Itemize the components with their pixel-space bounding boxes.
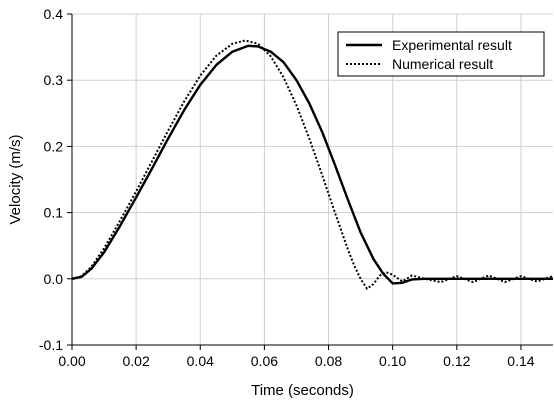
legend-label: Numerical result — [392, 56, 493, 72]
y-tick-label: -0.1 — [39, 337, 63, 353]
x-axis-title: Time (seconds) — [251, 382, 354, 399]
x-tick-label: 0.14 — [507, 353, 534, 369]
y-tick-label: 0.1 — [44, 205, 64, 221]
legend: Experimental result Numerical result — [338, 32, 544, 76]
numerical-result-line — [72, 40, 553, 288]
experimental-result-line — [72, 46, 553, 284]
y-tick-label: 0.0 — [44, 271, 64, 287]
y-tick-label: 0.2 — [44, 138, 64, 154]
x-tick-label: 0.10 — [379, 353, 406, 369]
legend-label: Experimental result — [392, 37, 512, 53]
x-tick-label: 0.12 — [443, 353, 470, 369]
x-tick-label: 0.02 — [123, 353, 150, 369]
y-tick-label: 0.3 — [44, 72, 64, 88]
x-tick-label: 0.06 — [251, 353, 278, 369]
series-lines — [72, 40, 553, 288]
y-tick-label: 0.4 — [44, 6, 64, 22]
x-tick-label: 0.04 — [187, 353, 214, 369]
y-axis-title: Velocity (m/s) — [7, 134, 24, 224]
x-tick-label: 0.08 — [315, 353, 342, 369]
x-tick-label: 0.00 — [58, 353, 85, 369]
